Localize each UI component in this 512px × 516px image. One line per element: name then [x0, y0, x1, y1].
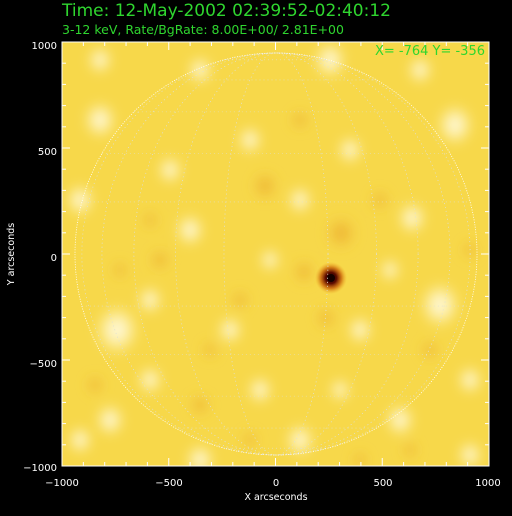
- bright-patch: [248, 376, 272, 404]
- longitude-line: [175, 52, 377, 456]
- cursor-coordinate-readout: X= -764 Y= -356: [375, 44, 485, 59]
- bright-patch: [68, 426, 92, 454]
- dark-patch: [291, 110, 309, 130]
- bright-patch: [158, 156, 182, 184]
- solar-image: [62, 42, 489, 466]
- bright-patch: [138, 366, 162, 394]
- dark-patch: [293, 259, 315, 285]
- bright-patch: [420, 282, 460, 328]
- bright-patch: [218, 316, 242, 344]
- bright-patch: [408, 56, 432, 84]
- x-tick-label: −500: [155, 478, 182, 489]
- dark-patch: [86, 375, 104, 395]
- dark-patch: [242, 431, 258, 449]
- bright-patch: [176, 213, 204, 247]
- bright-patch: [288, 186, 312, 214]
- bright-patch: [458, 366, 482, 394]
- bright-patch: [458, 441, 482, 466]
- dark-patch: [421, 340, 439, 360]
- dark-patch: [112, 261, 128, 279]
- y-axis-title: Y arcseconds: [6, 223, 17, 286]
- longitude-line: [133, 52, 419, 456]
- dark-patch: [252, 171, 278, 201]
- y-tick-label: −500: [30, 359, 57, 370]
- axis-ticks: [61, 41, 490, 467]
- dark-patch: [325, 215, 357, 251]
- bright-patch: [260, 248, 280, 272]
- time-range-label: Time: 12-May-2002 02:39:52-02:40:12: [61, 1, 391, 21]
- bright-patch: [437, 104, 473, 146]
- bright-patch: [186, 443, 214, 466]
- x-tick-label: 500: [373, 478, 392, 489]
- dark-patch: [371, 190, 389, 210]
- dark-patch: [352, 451, 368, 466]
- bright-patch: [398, 201, 426, 235]
- y-tick-label: 1000: [32, 41, 57, 52]
- solar-limb: [74, 52, 478, 456]
- dark-patch: [402, 441, 418, 459]
- x-axis-title: X arcseconds: [244, 492, 307, 503]
- bright-patch: [330, 378, 350, 402]
- dark-patch: [190, 394, 210, 416]
- bright-patch: [386, 403, 414, 437]
- dark-patch: [202, 341, 218, 359]
- bright-patch: [238, 126, 262, 154]
- bright-patch: [314, 42, 346, 79]
- bright-patch: [96, 403, 124, 437]
- bright-patch: [66, 183, 94, 217]
- dark-patch: [316, 307, 336, 329]
- bright-patch: [348, 316, 372, 344]
- bright-patch: [380, 258, 400, 282]
- y-tick-label: 500: [38, 147, 57, 158]
- bright-patch: [138, 286, 162, 314]
- bright-patch: [88, 46, 112, 74]
- y-tick-label: 0: [51, 253, 57, 264]
- longitude-line: [81, 52, 471, 456]
- bright-patch: [188, 56, 212, 84]
- longitude-line: [101, 52, 451, 456]
- bright-patch: [338, 136, 362, 164]
- bright-patch: [95, 304, 139, 356]
- dark-patch: [231, 290, 249, 310]
- dark-patch: [142, 211, 158, 229]
- bright-patch: [84, 101, 116, 139]
- bright-patch: [286, 423, 314, 457]
- rate-label: 3-12 keV, Rate/BgRate: 8.00E+00/ 2.81E+0…: [62, 22, 344, 37]
- x-tick-label: 1000: [475, 478, 500, 489]
- dark-patch: [150, 249, 170, 271]
- x-tick-label: 0: [273, 478, 279, 489]
- x-tick-label: −1000: [45, 478, 79, 489]
- y-tick-label: −1000: [23, 463, 57, 474]
